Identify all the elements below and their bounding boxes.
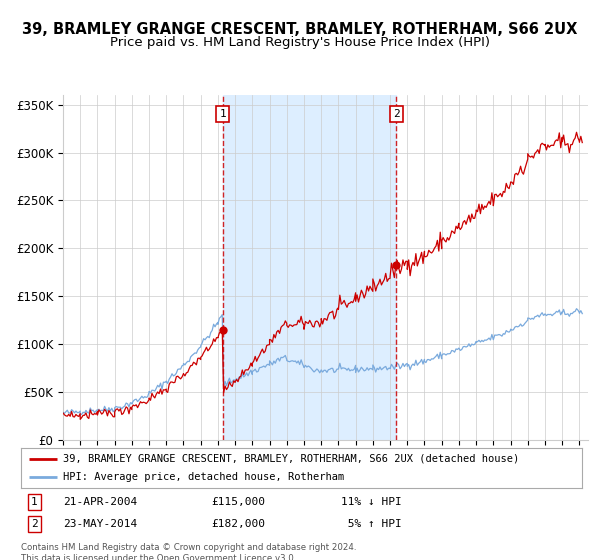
- Text: Price paid vs. HM Land Registry's House Price Index (HPI): Price paid vs. HM Land Registry's House …: [110, 36, 490, 49]
- Bar: [223, 95, 397, 440]
- Text: 1: 1: [220, 109, 226, 119]
- Text: 39, BRAMLEY GRANGE CRESCENT, BRAMLEY, ROTHERHAM, S66 2UX (detached house): 39, BRAMLEY GRANGE CRESCENT, BRAMLEY, RO…: [63, 454, 520, 464]
- Text: 21-APR-2004: 21-APR-2004: [63, 497, 137, 507]
- Text: 2: 2: [31, 519, 38, 529]
- Text: £182,000: £182,000: [212, 519, 266, 529]
- Text: Contains HM Land Registry data © Crown copyright and database right 2024.
This d: Contains HM Land Registry data © Crown c…: [21, 543, 356, 560]
- Text: HPI: Average price, detached house, Rotherham: HPI: Average price, detached house, Roth…: [63, 473, 344, 482]
- Text: 1: 1: [31, 497, 38, 507]
- Text: 2: 2: [393, 109, 400, 119]
- Text: 5% ↑ HPI: 5% ↑ HPI: [341, 519, 401, 529]
- Text: 39, BRAMLEY GRANGE CRESCENT, BRAMLEY, ROTHERHAM, S66 2UX: 39, BRAMLEY GRANGE CRESCENT, BRAMLEY, RO…: [22, 22, 578, 38]
- Text: 11% ↓ HPI: 11% ↓ HPI: [341, 497, 401, 507]
- Text: £115,000: £115,000: [212, 497, 266, 507]
- Text: 23-MAY-2014: 23-MAY-2014: [63, 519, 137, 529]
